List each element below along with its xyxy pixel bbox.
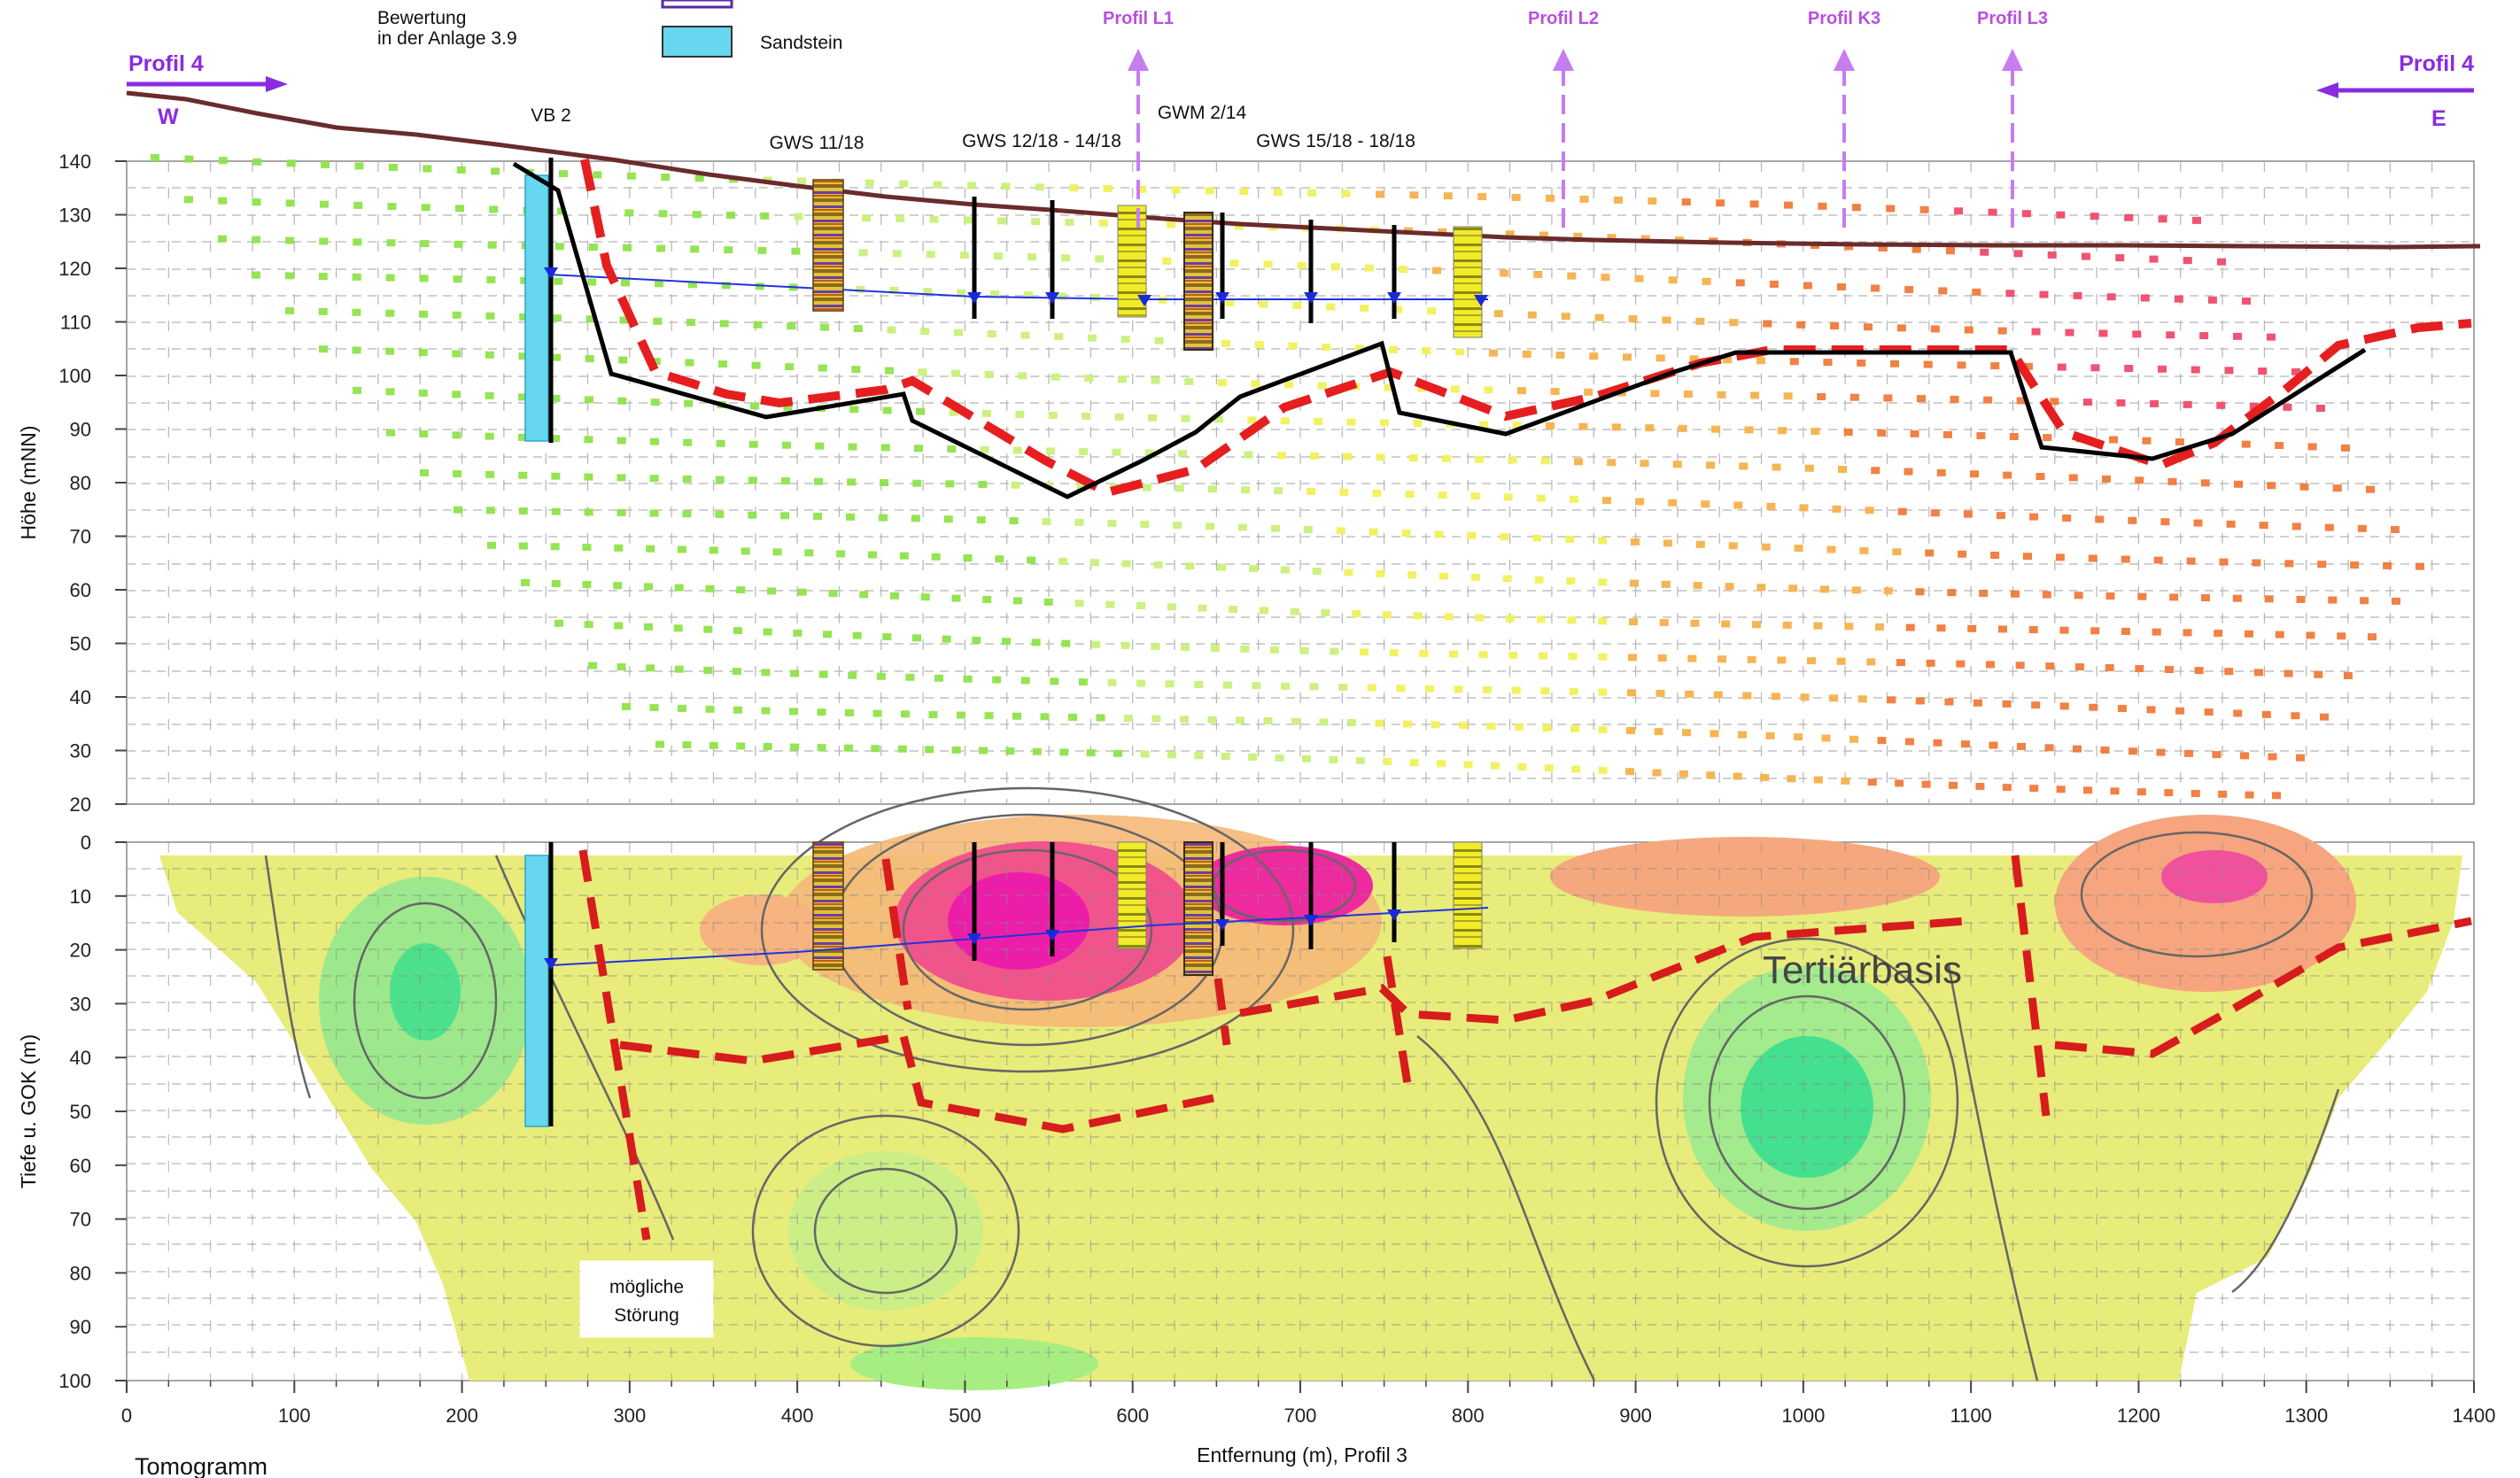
x-tick-label: 600 [1116, 1404, 1149, 1427]
upper-section-plot: 140 130 120 110 100 90 80 70 60 50 40 30 20 Höhe (mN… [17, 90, 2481, 816]
profile-marker-arrow-icon [1834, 49, 1855, 71]
profile-marker-label: Profil L2 [1528, 9, 1599, 28]
lower-y-tick-label: 100 [58, 1370, 91, 1392]
x-tick-label: 300 [613, 1404, 646, 1427]
drill-core-yellow-2 [1453, 226, 1483, 338]
upper-y-tick-label: 120 [58, 258, 91, 280]
upper-y-axis-title: Höhe (mNN) [17, 425, 40, 539]
well-label: VB 2 [531, 105, 571, 126]
moegliche-label: mögliche [609, 1277, 684, 1297]
upper-y-tick-label: 20 [70, 793, 91, 816]
upper-y-tick-label: 30 [70, 740, 91, 762]
lower-y-axis-title: Tiefe u. GOK (m) [17, 1034, 40, 1188]
upper-y-tick-label: 50 [70, 633, 91, 655]
x-axis-title: Entfernung (m), Profil 3 [1197, 1443, 1407, 1466]
x-tick-label: 700 [1284, 1404, 1317, 1427]
well-label: GWS 11/18 [770, 133, 865, 153]
tomogramm-label: Tomogramm [135, 1453, 268, 1478]
x-tick-label: 500 [949, 1404, 981, 1427]
x-tick-label: 1200 [2117, 1404, 2160, 1427]
profile-west-arrow-icon [266, 76, 288, 92]
lower-y-tick-label: 10 [70, 886, 91, 908]
upper-y-tick-label: 70 [70, 526, 91, 548]
sandstein-column-lower [524, 855, 549, 1127]
well-label: GWM 2/14 [1158, 103, 1247, 123]
lower-y-tick-label: 30 [70, 993, 91, 1015]
profile-marker-label: Profil L3 [1977, 9, 2048, 28]
upper-y-tick-label: 140 [58, 151, 91, 173]
profile-marker-arrow-icon [2002, 49, 2023, 71]
x-tick-label: 0 [121, 1404, 132, 1427]
groundwater-level-lower [550, 907, 1489, 966]
sandstein-column [524, 174, 549, 442]
upper-y-tick-label: 40 [70, 686, 91, 708]
drill-core-lower-3 [1183, 841, 1213, 976]
tertiaerbasis-label: Tertiärbasis [1763, 948, 1962, 992]
upper-y-tick-label: 110 [60, 312, 91, 334]
profile-east-dir: E [2431, 106, 2446, 131]
groundwater-level-line [548, 274, 1488, 300]
well-label: GWS 12/18 - 14/18 [962, 131, 1121, 151]
profile-west-label: Profil 4 [128, 51, 204, 76]
drill-core-gwm-2-14 [1183, 212, 1213, 351]
legend-sandstein-swatch [662, 26, 733, 58]
x-tick-label: 1400 [2453, 1404, 2496, 1427]
stoerung-label: Störung [614, 1305, 679, 1326]
upper-y-tick-label: 90 [70, 419, 91, 441]
lower-y-tick-label: 80 [70, 1262, 91, 1284]
upper-y-tick-label: 80 [70, 472, 91, 494]
x-tick-label: 200 [446, 1404, 478, 1427]
tomogram-plot: Tertiärbasis mögliche Störung 0 10 20 30 40 5… [17, 786, 2496, 1478]
x-tick-label: 400 [781, 1404, 814, 1427]
profile-east-arrow-icon [2316, 82, 2338, 98]
lower-y-tick-label: 20 [70, 940, 91, 962]
profile-marker-arrow-icon [1553, 49, 1574, 71]
tertiary-base-solid-upper [512, 161, 2367, 499]
drill-core-gws-11-18 [812, 179, 844, 312]
profile-marker-arrow-icon [1128, 49, 1149, 71]
lower-y-tick-label: 40 [70, 1047, 91, 1069]
tertiary-base-dashed-lower [619, 1031, 1214, 1134]
fault-line-1 [578, 849, 651, 1241]
legend-purple-swatch-edge [661, 0, 733, 9]
lower-y-tick-label: 70 [70, 1209, 91, 1231]
lower-y-tick-label: 50 [70, 1101, 91, 1123]
lower-y-tick-label: 60 [70, 1155, 91, 1177]
bewertung-line2: in der Anlage 3.9 [377, 28, 517, 49]
profile-marker-label: Profil L1 [1103, 9, 1174, 28]
x-tick-label: 900 [1619, 1404, 1652, 1427]
terrain-surface-line [126, 90, 2481, 250]
lower-y-tick-label: 90 [70, 1316, 91, 1338]
lower-y-tick-label: 0 [81, 832, 91, 854]
profile-west-dir: W [158, 104, 179, 129]
upper-y-tick-label: 60 [70, 579, 91, 601]
header-annotations: Bewertung in der Anlage 3.9 Sandstein Pr… [127, 0, 2474, 230]
x-tick-label: 800 [1452, 1404, 1485, 1427]
drill-core-lower-2 [1117, 841, 1147, 949]
legend-sandstein-label: Sandstein [760, 33, 842, 53]
upper-y-tick-label: 100 [58, 365, 91, 387]
x-tick-label: 1300 [2284, 1404, 2328, 1427]
profile-east-label: Profil 4 [2399, 51, 2474, 76]
upper-y-tick-label: 130 [58, 205, 91, 227]
profile-marker-label: Profil K3 [1808, 9, 1880, 28]
x-tick-label: 1000 [1781, 1404, 1825, 1427]
x-tick-label: 100 [278, 1404, 311, 1427]
drill-core-lower-4 [1453, 841, 1483, 949]
x-tick-label: 1100 [1950, 1404, 1991, 1427]
well-label: GWS 15/18 - 18/18 [1256, 131, 1415, 151]
bewertung-line1: Bewertung [377, 8, 466, 28]
